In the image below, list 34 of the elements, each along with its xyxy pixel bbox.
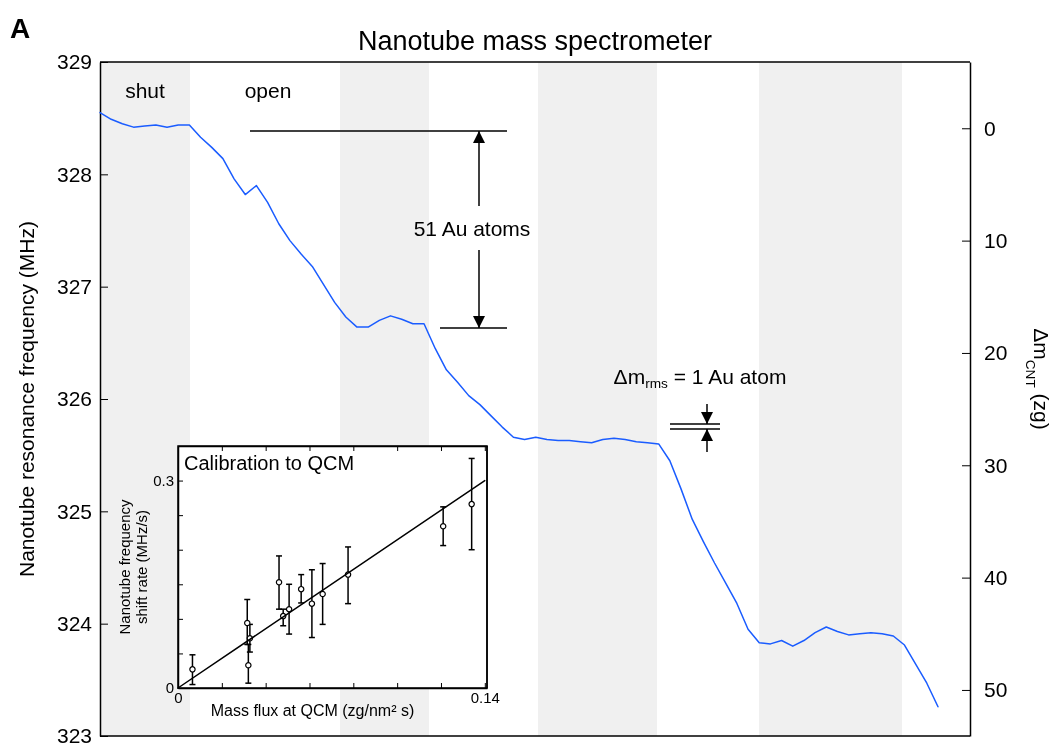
y-tick-label: 0.3 (153, 471, 174, 489)
y2-tick-label: 10 (984, 228, 1008, 252)
y-tick-label: 325 (56, 499, 92, 523)
point (189, 666, 196, 673)
annotation: Δm$_{rms}$ = 1 Au atom (613, 364, 787, 391)
y-tick-label: 329 (56, 50, 92, 74)
annotation: 51 Au atoms (413, 216, 531, 240)
y-axis-title: Nanotube resonance frequency (MHz) (15, 220, 38, 578)
point (245, 661, 252, 669)
y-axis-title: Nanotube frequency shift rate (MHz/s) (116, 498, 150, 635)
chart-title: Nanotube mass spectrometer (357, 26, 713, 56)
annotation: open (244, 78, 292, 102)
point (308, 600, 316, 607)
y2-tick-label: 40 (984, 565, 1008, 589)
point (319, 590, 326, 598)
y2-tick-label: 50 (984, 678, 1008, 702)
point (439, 522, 447, 530)
point (275, 578, 283, 586)
y-tick-label: 323 (56, 724, 92, 748)
y-tick-label: 328 (56, 162, 92, 186)
y-tick-label: 324 (56, 611, 93, 635)
y-tick-label: 326 (56, 387, 92, 411)
y-tick-label: 327 (56, 274, 92, 298)
y2-tick-label: 20 (984, 341, 1008, 365)
point (468, 500, 475, 508)
text: A (10, 12, 31, 44)
annotation: shut (125, 78, 166, 102)
x-tick-label: 0.14 (470, 688, 500, 706)
y2-tick-label: 0 (984, 116, 996, 140)
point (285, 605, 293, 613)
chart-title: Calibration to QCM (184, 452, 355, 474)
point (297, 585, 305, 593)
x-axis-title: Mass flux at QCM (zg/nm² s) (210, 702, 415, 719)
y2-tick-label: 30 (984, 453, 1008, 477)
